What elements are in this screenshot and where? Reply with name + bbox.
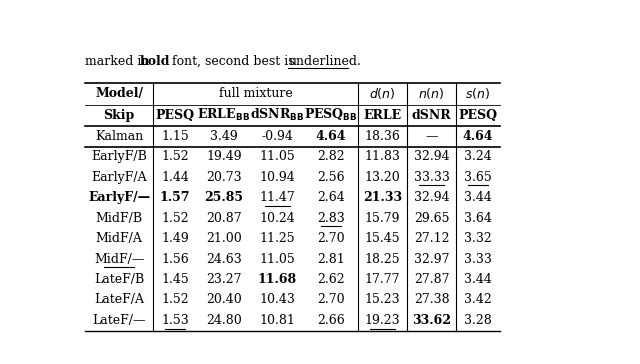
Text: font, second best is: font, second best is: [168, 55, 299, 68]
Text: 29.65: 29.65: [414, 211, 449, 225]
Text: 2.62: 2.62: [317, 273, 345, 286]
Text: 27.12: 27.12: [414, 232, 449, 245]
Text: dSNR: dSNR: [412, 109, 451, 122]
Text: 4.64: 4.64: [463, 130, 493, 143]
Text: 19.23: 19.23: [365, 314, 401, 327]
Text: PESQ: PESQ: [458, 109, 497, 122]
Text: 2.70: 2.70: [317, 293, 345, 306]
Text: 3.44: 3.44: [464, 191, 492, 204]
Text: 20.87: 20.87: [206, 211, 242, 225]
Text: 11.83: 11.83: [365, 150, 401, 163]
Text: Kalman: Kalman: [95, 130, 143, 143]
Text: 11.05: 11.05: [260, 150, 295, 163]
Text: 1.15: 1.15: [161, 130, 189, 143]
Text: —: —: [426, 130, 438, 143]
Text: 11.25: 11.25: [260, 232, 295, 245]
Text: 27.38: 27.38: [414, 293, 449, 306]
Text: 3.44: 3.44: [464, 273, 492, 286]
Text: PESQ: PESQ: [156, 109, 195, 122]
Text: ERLE$_\mathbf{BB}$: ERLE$_\mathbf{BB}$: [197, 107, 250, 123]
Text: 21.00: 21.00: [206, 232, 242, 245]
Text: Skip: Skip: [104, 109, 135, 122]
Text: 10.94: 10.94: [260, 171, 295, 184]
Text: 2.82: 2.82: [317, 150, 345, 163]
Text: 32.94: 32.94: [414, 191, 449, 204]
Text: 3.42: 3.42: [464, 293, 492, 306]
Text: ERLE: ERLE: [364, 109, 402, 122]
Text: 2.70: 2.70: [317, 232, 345, 245]
Text: 24.63: 24.63: [206, 253, 242, 266]
Text: 3.24: 3.24: [464, 150, 492, 163]
Text: 11.68: 11.68: [258, 273, 297, 286]
Text: 33.33: 33.33: [413, 171, 450, 184]
Text: 1.52: 1.52: [161, 211, 189, 225]
Text: 1.57: 1.57: [160, 191, 191, 204]
Text: LateF/—: LateF/—: [92, 314, 146, 327]
Text: 15.79: 15.79: [365, 211, 400, 225]
Text: -0.94: -0.94: [262, 130, 293, 143]
Text: 32.94: 32.94: [414, 150, 449, 163]
Text: 3.49: 3.49: [210, 130, 237, 143]
Text: LateF/B: LateF/B: [94, 273, 144, 286]
Text: full mixture: full mixture: [219, 87, 292, 100]
Text: EarlyF/—: EarlyF/—: [88, 191, 150, 204]
Text: 15.23: 15.23: [365, 293, 401, 306]
Text: 1.53: 1.53: [161, 314, 189, 327]
Text: 1.49: 1.49: [161, 232, 189, 245]
Text: 13.20: 13.20: [365, 171, 401, 184]
Text: 10.81: 10.81: [259, 314, 295, 327]
Text: 1.52: 1.52: [161, 293, 189, 306]
Text: 2.56: 2.56: [317, 171, 345, 184]
Text: 20.40: 20.40: [206, 293, 242, 306]
Text: 18.36: 18.36: [365, 130, 401, 143]
Text: bold: bold: [140, 55, 170, 68]
Text: 19.49: 19.49: [206, 150, 242, 163]
Text: 27.87: 27.87: [414, 273, 449, 286]
Text: 1.45: 1.45: [161, 273, 189, 286]
Text: dSNR$_\mathbf{BB}$: dSNR$_\mathbf{BB}$: [250, 107, 305, 123]
Text: EarlyF/A: EarlyF/A: [92, 171, 147, 184]
Text: 4.64: 4.64: [316, 130, 346, 143]
Text: $n(n)$: $n(n)$: [419, 86, 445, 101]
Text: $s(n)$: $s(n)$: [465, 86, 490, 101]
Text: 32.97: 32.97: [414, 253, 449, 266]
Text: 3.32: 3.32: [464, 232, 492, 245]
Text: 2.81: 2.81: [317, 253, 345, 266]
Text: 11.47: 11.47: [260, 191, 295, 204]
Text: 25.85: 25.85: [204, 191, 243, 204]
Text: 3.65: 3.65: [464, 171, 492, 184]
Text: 3.28: 3.28: [464, 314, 492, 327]
Text: 1.44: 1.44: [161, 171, 189, 184]
Text: 10.43: 10.43: [259, 293, 295, 306]
Text: PESQ$_\mathbf{BB}$: PESQ$_\mathbf{BB}$: [304, 107, 358, 123]
Text: 3.64: 3.64: [464, 211, 492, 225]
Text: 1.56: 1.56: [161, 253, 189, 266]
Text: 10.24: 10.24: [260, 211, 295, 225]
Text: 2.66: 2.66: [317, 314, 345, 327]
Text: MidF/A: MidF/A: [96, 232, 143, 245]
Text: $d(n)$: $d(n)$: [369, 86, 396, 101]
Text: MidF/—: MidF/—: [94, 253, 145, 266]
Text: 1.52: 1.52: [161, 150, 189, 163]
Text: 24.80: 24.80: [206, 314, 242, 327]
Text: underlined.: underlined.: [288, 55, 361, 68]
Text: 18.25: 18.25: [365, 253, 401, 266]
Text: LateF/A: LateF/A: [94, 293, 144, 306]
Text: 2.64: 2.64: [317, 191, 345, 204]
Text: 20.73: 20.73: [206, 171, 242, 184]
Text: MidF/B: MidF/B: [95, 211, 143, 225]
Text: 21.33: 21.33: [363, 191, 402, 204]
Text: 33.62: 33.62: [412, 314, 451, 327]
Text: 2.83: 2.83: [317, 211, 345, 225]
Text: 17.77: 17.77: [365, 273, 400, 286]
Text: 3.33: 3.33: [464, 253, 492, 266]
Text: 15.45: 15.45: [365, 232, 401, 245]
Text: marked in: marked in: [85, 55, 154, 68]
Text: 23.27: 23.27: [206, 273, 241, 286]
Text: 11.05: 11.05: [260, 253, 295, 266]
Text: EarlyF/B: EarlyF/B: [92, 150, 147, 163]
Text: Model/: Model/: [95, 87, 143, 100]
